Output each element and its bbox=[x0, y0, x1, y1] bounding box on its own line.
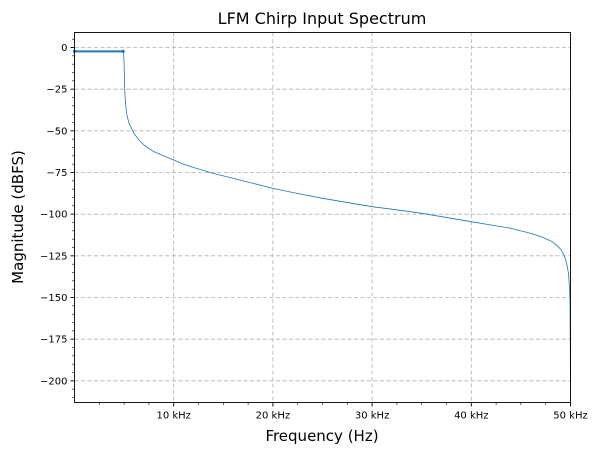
x-tick-label: 20 kHz bbox=[256, 411, 290, 422]
y-tick-label: −100 bbox=[40, 210, 67, 221]
tick-layer: 10 kHz 20 kHz 30 kHz 40 kHz 50 kHz 0 −25 −50 −75… bbox=[40, 38, 588, 422]
y-tick-label: −175 bbox=[40, 335, 67, 346]
y-tick-label: 0 bbox=[61, 43, 67, 54]
y-tick-label: −200 bbox=[40, 376, 67, 387]
plot-frame bbox=[74, 32, 571, 403]
y-tick-label: −50 bbox=[46, 126, 67, 137]
series-layer bbox=[72, 49, 571, 386]
y-tick-label: −125 bbox=[40, 251, 67, 262]
x-tick-label: 40 kHz bbox=[454, 411, 488, 422]
y-tick-label: −150 bbox=[40, 293, 67, 304]
x-tick-label: 30 kHz bbox=[355, 411, 389, 422]
x-tick-label: 50 kHz bbox=[553, 411, 587, 422]
y-tick-label: −25 bbox=[46, 85, 67, 96]
spectrum-line bbox=[74, 50, 571, 386]
y-tick-label: −75 bbox=[46, 168, 67, 179]
chart-title: LFM Chirp Input Spectrum bbox=[218, 9, 427, 28]
x-tick-label: 10 kHz bbox=[156, 411, 190, 422]
x-axis-label: Frequency (Hz) bbox=[265, 427, 378, 445]
y-axis-label: Magnitude (dBFS) bbox=[9, 150, 27, 284]
grid-layer bbox=[74, 32, 571, 403]
passband-edge-point bbox=[121, 49, 125, 53]
